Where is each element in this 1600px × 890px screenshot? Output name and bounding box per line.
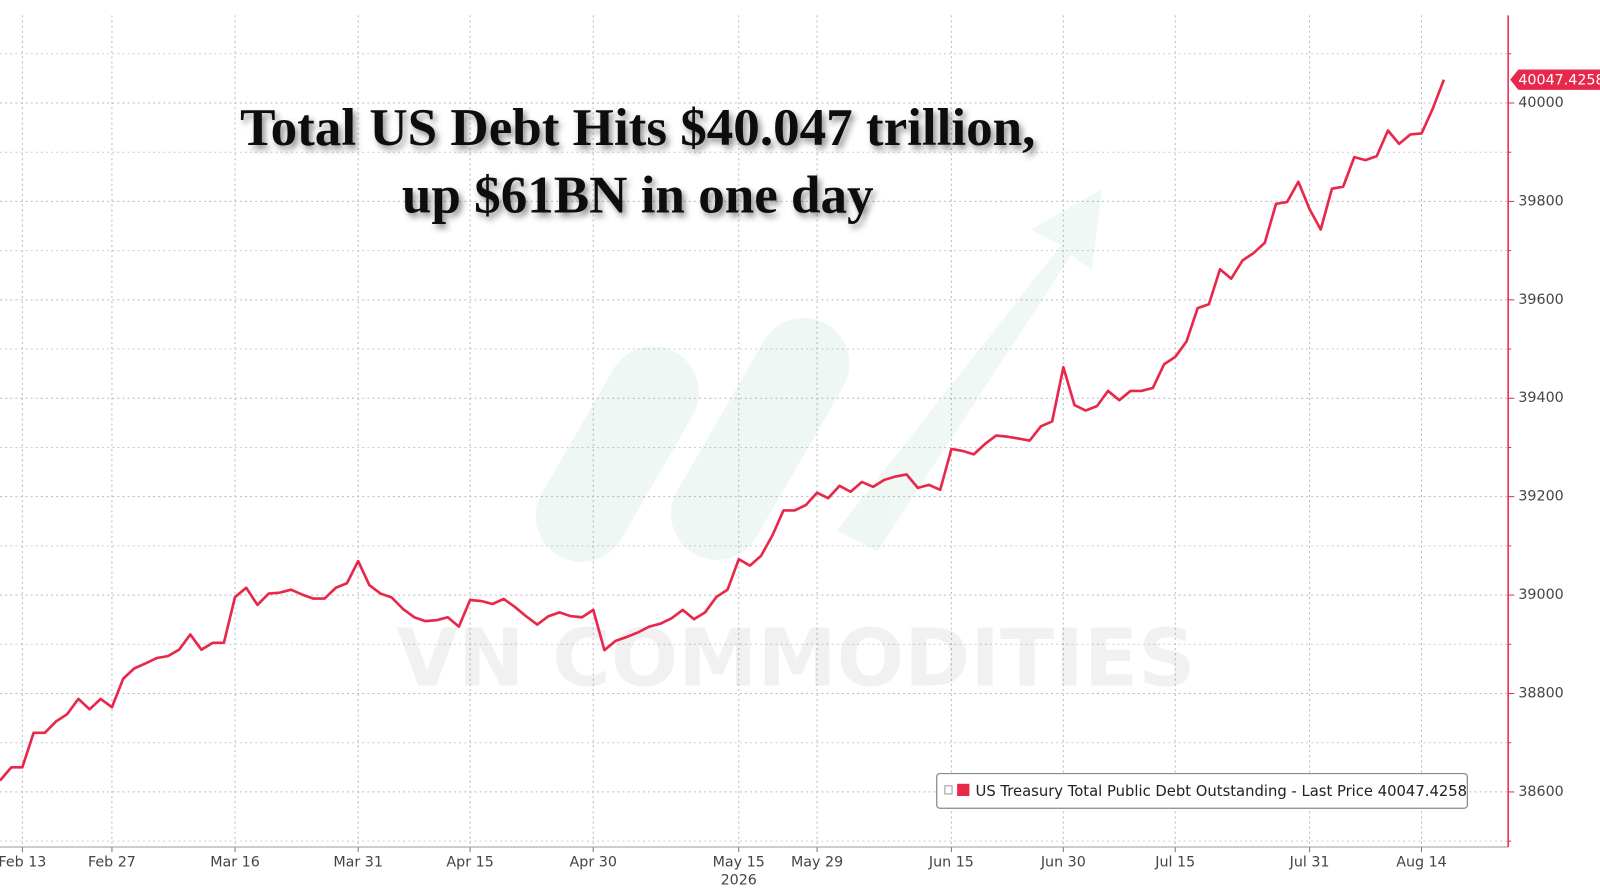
chart-title: up $61BN in one day (402, 166, 874, 224)
legend-box (936, 772, 1468, 809)
x-tick-label: May 15 (713, 854, 765, 870)
x-tick-label: Apr 30 (570, 854, 617, 870)
x-tick-label: Jun 30 (1040, 854, 1086, 870)
y-tick-label: 39400 (1518, 390, 1563, 406)
legend-toggle (944, 785, 953, 795)
x-tick-label: May 29 (791, 854, 843, 870)
legend-value: 40047.4258 (1378, 783, 1467, 800)
data-line (0, 79, 1446, 782)
y-tick-label: 39600 (1518, 292, 1563, 308)
x-tick-label: Jul 31 (1289, 854, 1330, 870)
x-tick-label: Mar 16 (210, 854, 260, 870)
x-tick-label: Mar 31 (333, 854, 383, 870)
y-tick-label: 39200 (1518, 489, 1563, 505)
plot: Feb 13 Feb 27 Mar 16 Mar 31 Apr 15 Apr 30 May … (0, 15, 1600, 889)
y-tick-label: 39000 (1518, 587, 1563, 603)
x-tick-label: Jul 15 (1154, 854, 1195, 870)
last-price-tag (1510, 69, 1600, 90)
grid (0, 15, 1509, 848)
legend-label: US Treasury Total Public Debt Outstandin… (976, 783, 1468, 800)
x-tick-label: Apr 15 (446, 854, 493, 870)
x-tick-label: Jun 15 (928, 854, 974, 870)
x-tick-label: Feb 13 (0, 854, 46, 870)
chart-title: Total US Debt Hits $40.047 trillion, (240, 99, 1035, 157)
y-tick-label: 38800 (1518, 686, 1563, 702)
legend-name: US Treasury Total Public Debt Outstandin… (976, 783, 1374, 800)
watermark: VN COMMODITIES (396, 611, 1195, 704)
y-tick-label: 38600 (1518, 784, 1563, 800)
x-tick-label: Feb 27 (88, 854, 136, 870)
y-tick-label: 40000 (1518, 95, 1563, 111)
watermark-logo (535, 188, 1103, 562)
legend-swatch (957, 783, 970, 797)
x-axis-year: 2026 (721, 873, 757, 889)
x-tick-label: Aug 14 (1396, 854, 1447, 870)
y-tick-label: 39800 (1518, 193, 1563, 209)
last-price-label: 40047.4258 (1518, 73, 1600, 89)
legend: US Treasury Total Public Debt Outstandin… (936, 772, 1468, 809)
